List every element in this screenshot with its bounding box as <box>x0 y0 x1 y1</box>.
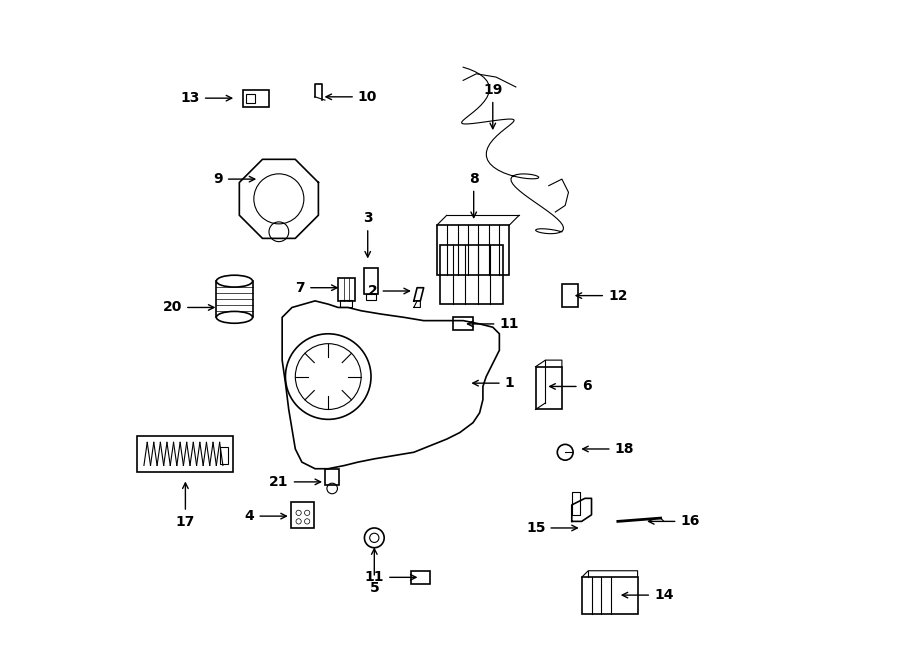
Text: 14: 14 <box>622 588 673 602</box>
Text: 15: 15 <box>526 521 577 535</box>
Text: 20: 20 <box>163 301 214 315</box>
Bar <box>581 577 637 613</box>
Bar <box>291 502 314 528</box>
Text: 12: 12 <box>576 289 627 303</box>
Bar <box>562 284 579 307</box>
Text: 3: 3 <box>363 211 373 257</box>
Bar <box>338 278 355 301</box>
Text: 7: 7 <box>295 281 338 295</box>
Text: 17: 17 <box>176 483 195 529</box>
Text: 2: 2 <box>368 284 410 298</box>
Bar <box>138 436 233 472</box>
Bar <box>340 300 352 307</box>
Text: 21: 21 <box>269 475 320 489</box>
Bar <box>220 447 228 464</box>
Text: 10: 10 <box>326 90 377 104</box>
Text: 19: 19 <box>483 83 502 129</box>
Text: 5: 5 <box>369 549 379 595</box>
Text: 11: 11 <box>467 317 519 331</box>
Text: 8: 8 <box>469 172 479 217</box>
Bar <box>246 94 255 103</box>
Text: 18: 18 <box>582 442 634 456</box>
Bar <box>536 367 562 409</box>
Bar <box>410 570 430 584</box>
Text: 11: 11 <box>364 570 416 584</box>
Bar <box>243 91 269 106</box>
Bar <box>364 268 378 294</box>
Text: 9: 9 <box>213 172 255 186</box>
Bar <box>365 293 376 299</box>
Text: 1: 1 <box>472 376 515 390</box>
Bar <box>454 317 473 330</box>
Bar <box>325 469 339 485</box>
Bar <box>440 245 503 304</box>
Text: 6: 6 <box>550 379 591 393</box>
Text: 4: 4 <box>245 509 286 523</box>
Text: 16: 16 <box>649 514 700 528</box>
Text: 13: 13 <box>181 91 231 105</box>
Bar <box>436 225 509 274</box>
